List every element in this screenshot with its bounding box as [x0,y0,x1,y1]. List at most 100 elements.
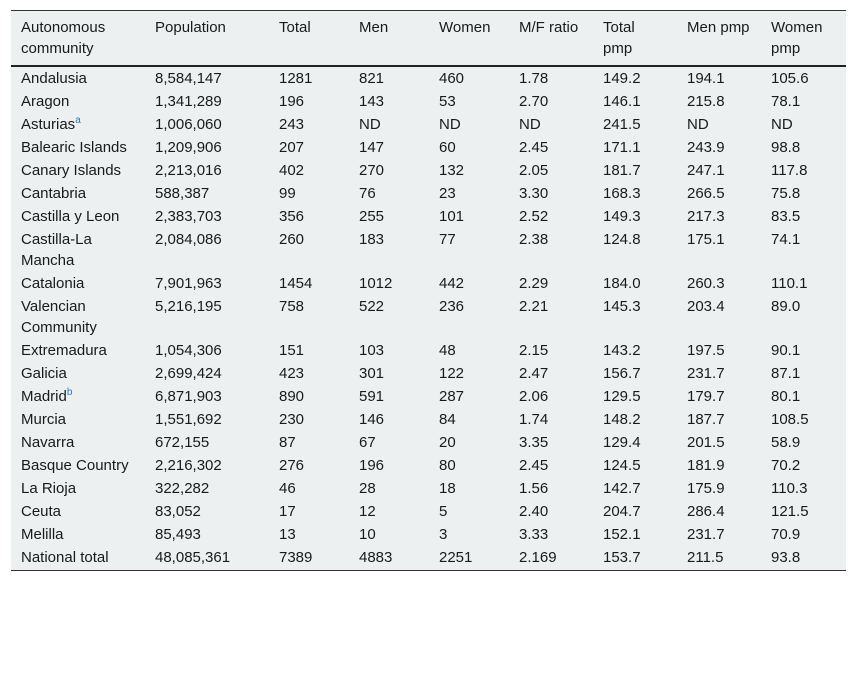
cell-value: Andalusia [21,70,87,87]
table-cell-population: 1,209,906 [145,136,269,159]
cell-value: 1454 [279,275,313,292]
table-cell-women-pmp: 89.0 [761,295,846,339]
table-cell-mf-ratio: 2.21 [509,295,593,339]
cell-value: 1.74 [519,411,549,428]
table-cell-men: 255 [349,205,429,228]
column-header: Men pmp [677,10,761,67]
table-header: Autonomous community Population Total Men Wo… [11,10,846,67]
table-cell-men-pmp: 203.4 [677,295,761,339]
table-cell-community: Castilla-La Mancha [11,228,145,272]
footnote-marker[interactable]: b [66,387,73,398]
table-cell-women-pmp: 78.1 [761,90,846,113]
cell-value: 77 [439,231,456,248]
table-cell-population: 8,584,147 [145,66,269,90]
table-cell-women: 287 [429,385,509,408]
table-cell-men-pmp: 260.3 [677,272,761,295]
table-cell-women-pmp: 117.8 [761,159,846,182]
table-cell-men-pmp: 211.5 [677,546,761,571]
cell-value: 87 [279,434,296,451]
cell-value: Aragon [21,93,70,110]
cell-value: 58.9 [771,434,801,451]
table-cell-community: Castilla y Leon [11,205,145,228]
cell-value: ND [519,116,541,133]
table-cell-total: 1454 [269,272,349,295]
cell-value: 2.38 [519,231,549,248]
table-cell-community: Catalonia [11,272,145,295]
table-cell-men-pmp: 266.5 [677,182,761,205]
cell-value: 117.8 [771,162,808,179]
table-row: Aragon 1,341,289 196 143 53 2.70 146.1 215.8 78.… [11,90,846,113]
cell-value: 2,383,703 [155,208,222,225]
table-cell-community: Extremadura [11,339,145,362]
table-cell-women: 5 [429,500,509,523]
cell-value: 67 [359,434,376,451]
table-cell-total: 7389 [269,546,349,571]
cell-value: 70.9 [771,526,801,543]
table-cell-population: 2,216,302 [145,454,269,477]
table-cell-total-pmp: 181.7 [593,159,677,182]
table-cell-community: Galicia [11,362,145,385]
cell-value: 1281 [279,70,313,87]
table-cell-total-pmp: 143.2 [593,339,677,362]
table-cell-men-pmp: 217.3 [677,205,761,228]
cell-value: 230 [279,411,305,428]
cell-value: 460 [439,70,465,87]
table-cell-women: 460 [429,66,509,90]
table-cell-mf-ratio: 2.05 [509,159,593,182]
column-header: Women pmp [761,10,846,67]
table-cell-population: 2,699,424 [145,362,269,385]
table-cell-total: 356 [269,205,349,228]
table-cell-population: 1,006,060 [145,113,269,136]
cell-value: 149.3 [603,208,641,225]
cell-value: 60 [439,139,456,156]
table-cell-men: 146 [349,408,429,431]
cell-value: 105.6 [771,70,809,87]
table-row: Madridb 6,871,903 890 591 287 2.06 129.5 179.7 8… [11,385,846,408]
table-cell-population: 1,551,692 [145,408,269,431]
cell-value: Melilla [21,526,64,543]
table-cell-community: Navarra [11,431,145,454]
table-cell-total: 402 [269,159,349,182]
table-cell-men-pmp: 181.9 [677,454,761,477]
table-cell-mf-ratio: 1.78 [509,66,593,90]
column-header: Total [269,10,349,67]
cell-value: 2.06 [519,388,549,405]
table-row: Melilla 85,493 13 10 3 3.33 152.1 231.7 70.9 [11,523,846,546]
cell-value: 211.5 [687,549,724,566]
cell-value: Cantabria [21,185,87,202]
cell-value: 241.5 [603,116,641,133]
table-cell-population: 588,387 [145,182,269,205]
table-cell-mf-ratio: 3.35 [509,431,593,454]
table-cell-men: 522 [349,295,429,339]
table-cell-women: 60 [429,136,509,159]
cell-value: 145.3 [603,298,641,315]
table-cell-total-pmp: 152.1 [593,523,677,546]
cell-value: 87.1 [771,365,801,382]
cell-value: 99 [279,185,296,202]
cell-value: 98.8 [771,139,801,156]
table-row: Valencian Community 5,216,195 758 522 236 2.2… [11,295,846,339]
cell-value: 46 [279,480,296,497]
table-cell-total-pmp: 156.7 [593,362,677,385]
table-cell-men-pmp: 187.7 [677,408,761,431]
table-row: Canary Islands 2,213,016 402 270 132 2.05 181.… [11,159,846,182]
footnote-marker[interactable]: a [75,115,81,126]
table-cell-women-pmp: 108.5 [761,408,846,431]
cell-value: 146.1 [603,93,641,110]
table-cell-men: 821 [349,66,429,90]
cell-value: 53 [439,93,456,110]
cell-value: 129.5 [603,388,641,405]
table-cell-population: 322,282 [145,477,269,500]
table-cell-population: 6,871,903 [145,385,269,408]
table-cell-mf-ratio: ND [509,113,593,136]
data-table: Autonomous community Population Total Men Wo… [11,10,846,571]
cell-value: Galicia [21,365,67,382]
table-cell-community: Canary Islands [11,159,145,182]
cell-value: Valencian Community [21,298,97,336]
cell-value: 266.5 [687,185,725,202]
table-cell-men: 76 [349,182,429,205]
table-cell-total: 151 [269,339,349,362]
cell-value: 143 [359,93,385,110]
cell-value: 588,387 [155,185,210,202]
table-cell-population: 7,901,963 [145,272,269,295]
